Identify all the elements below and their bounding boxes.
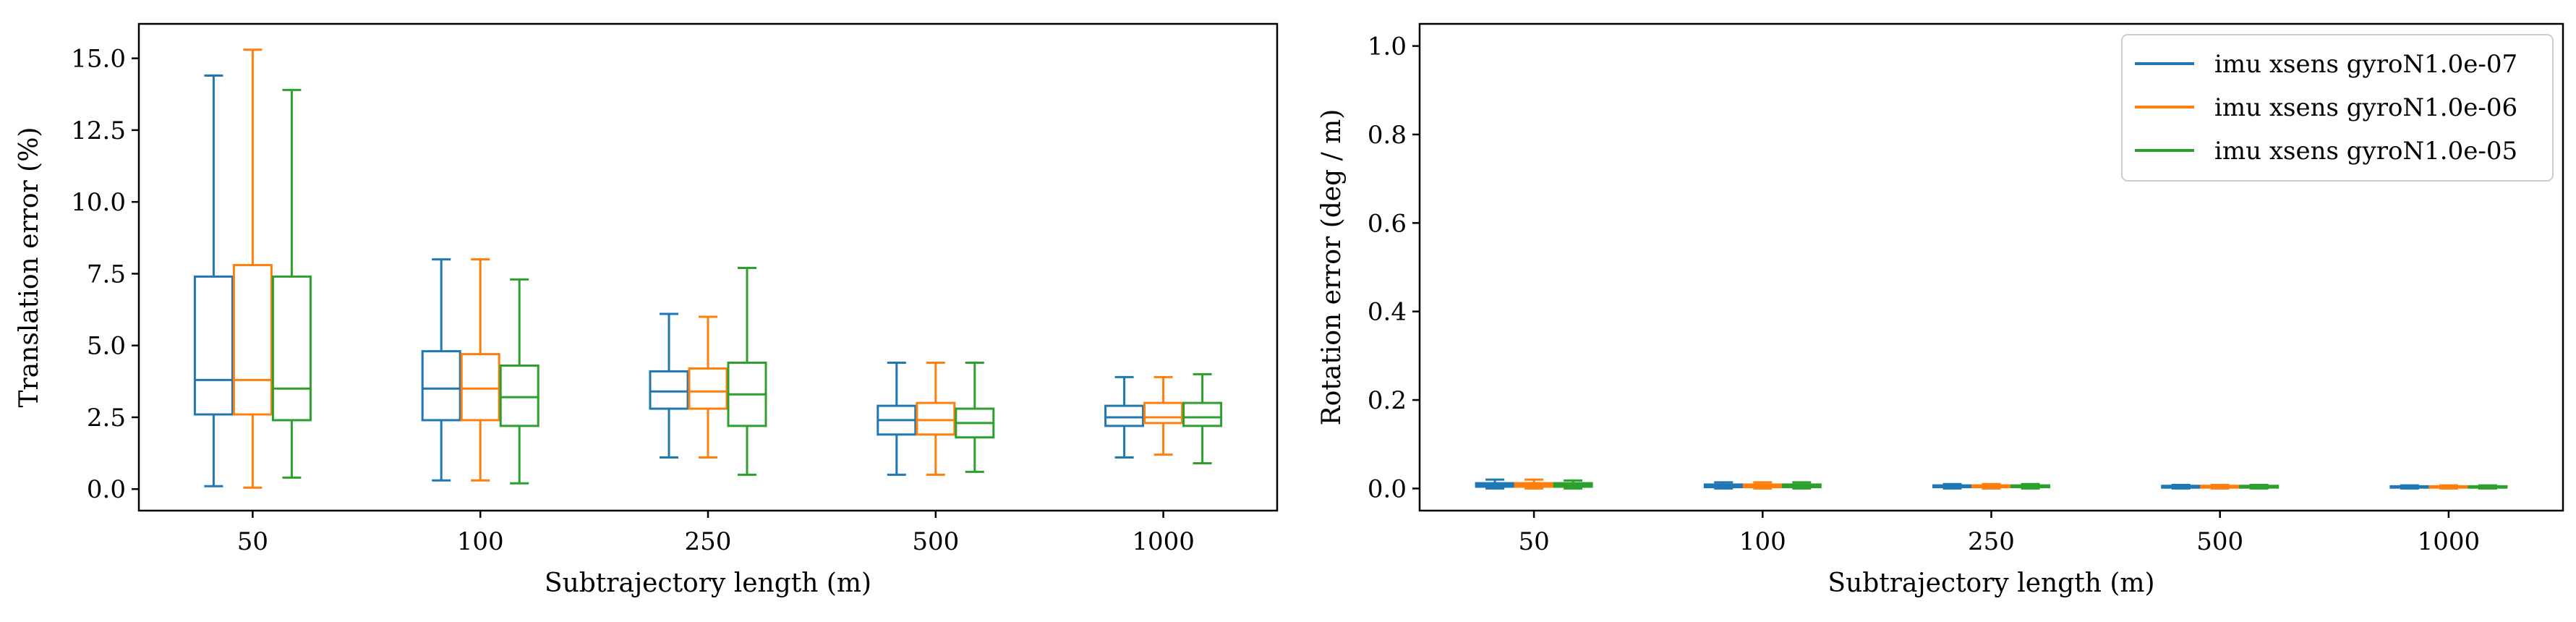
x-tick-label: 500 bbox=[912, 527, 959, 556]
x-tick-label: 1000 bbox=[1132, 527, 1195, 556]
x-tick-label: 100 bbox=[1739, 527, 1786, 556]
x-tick-label: 50 bbox=[1518, 527, 1549, 556]
box bbox=[271, 275, 312, 422]
y-tick-label: 0.2 bbox=[1368, 386, 1407, 415]
x-tick-label: 100 bbox=[457, 527, 504, 556]
legend-box bbox=[2121, 34, 2554, 182]
legend-label: imu xsens gyroN1.0e-07 bbox=[2214, 50, 2517, 79]
rotation-error-chart: 0.0 0.2 0.4 0.6 0.8 1.0 50 100 250 500 1000 Subtraj… bbox=[1317, 22, 2564, 598]
y-tick-label: 10.0 bbox=[71, 188, 126, 217]
x-tick-label: 500 bbox=[2196, 527, 2243, 556]
y-tick-label: 12.5 bbox=[71, 116, 126, 145]
box bbox=[1104, 404, 1145, 427]
y-tick-label: 0.0 bbox=[1368, 474, 1407, 503]
y-tick-label: 5.0 bbox=[87, 332, 126, 361]
y-tick-label: 0.8 bbox=[1368, 121, 1407, 150]
box bbox=[460, 353, 500, 422]
legend-label: imu xsens gyroN1.0e-05 bbox=[2214, 137, 2517, 166]
box bbox=[649, 370, 689, 410]
box bbox=[421, 350, 461, 422]
y-tick-label: 0.6 bbox=[1368, 209, 1407, 238]
y-tick-label: 2.5 bbox=[87, 404, 126, 433]
box bbox=[1182, 401, 1223, 427]
x-tick-label: 250 bbox=[685, 527, 732, 556]
legend-label: imu xsens gyroN1.0e-06 bbox=[2214, 93, 2517, 122]
y-axis-label: Translation error (%) bbox=[14, 127, 44, 408]
y-tick-label: 1.0 bbox=[1368, 33, 1407, 61]
x-tick-label: 1000 bbox=[2418, 527, 2481, 556]
y-tick-label: 0.4 bbox=[1368, 298, 1407, 327]
x-tick-label: 250 bbox=[1968, 527, 2015, 556]
translation-error-chart: 0.0 2.5 5.0 7.5 10.0 12.5 15.0 50 100 250 500 1000 S… bbox=[14, 22, 1279, 598]
x-axis-label: Subtrajectory length (m) bbox=[545, 568, 871, 598]
legend: imu xsens gyroN1.0e-07 imu xsens gyroN1.0… bbox=[2121, 34, 2554, 182]
y-tick-label: 0.0 bbox=[87, 475, 126, 504]
box bbox=[232, 264, 273, 416]
box bbox=[499, 364, 539, 427]
y-tick-label: 15.0 bbox=[71, 45, 126, 74]
x-tick-label: 50 bbox=[237, 527, 268, 556]
box bbox=[688, 367, 728, 410]
x-axis-label: Subtrajectory length (m) bbox=[1827, 568, 2154, 598]
box bbox=[193, 275, 234, 416]
box bbox=[1143, 401, 1184, 425]
box bbox=[916, 401, 956, 436]
y-axis-label: Rotation error (deg / m) bbox=[1317, 109, 1347, 426]
y-tick-label: 7.5 bbox=[87, 260, 126, 289]
